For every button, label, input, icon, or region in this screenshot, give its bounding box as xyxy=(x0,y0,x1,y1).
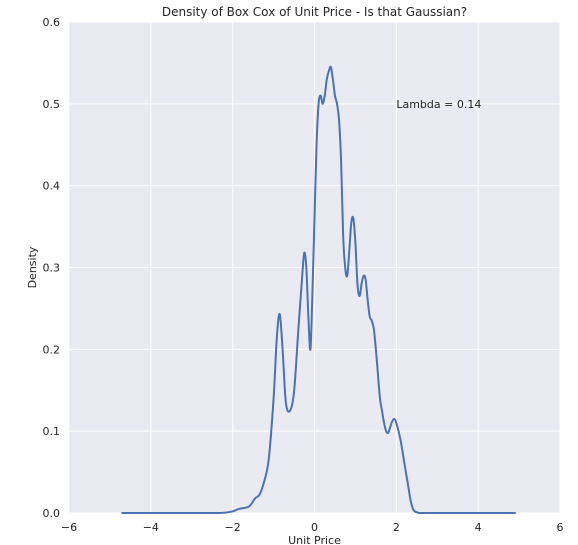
x-tick-label: 4 xyxy=(475,521,482,534)
x-tick-label: −2 xyxy=(225,521,241,534)
y-tick-label: 0.6 xyxy=(43,16,61,29)
chart-title: Density of Box Cox of Unit Price - Is th… xyxy=(162,5,467,19)
lambda-annotation: Lambda = 0.14 xyxy=(396,98,481,111)
x-tick-label: −6 xyxy=(61,521,77,534)
x-tick-label: 0 xyxy=(311,521,318,534)
x-tick-label: 2 xyxy=(393,521,400,534)
y-tick-label: 0.5 xyxy=(43,98,61,111)
y-axis-title: Density xyxy=(26,246,39,288)
y-tick-label: 0.3 xyxy=(43,262,61,275)
y-tick-label: 0.2 xyxy=(43,343,61,356)
x-tick-label: 6 xyxy=(557,521,564,534)
y-tick-label: 0.4 xyxy=(43,180,61,193)
tick-labels: −6 −4 −2 0 2 4 6 0.0 0.1 0.2 0.3 0.4 0.5 0.6 xyxy=(43,16,564,534)
y-tick-label: 0.1 xyxy=(43,425,61,438)
density-curve xyxy=(121,65,516,515)
x-axis-title: Unit Price xyxy=(288,534,341,545)
y-tick-label: 0.0 xyxy=(43,507,61,520)
x-tick-label: −4 xyxy=(143,521,159,534)
